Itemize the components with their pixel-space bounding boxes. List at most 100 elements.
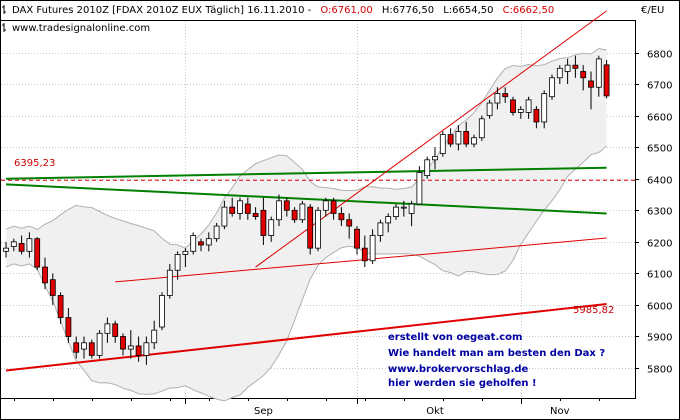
candle [120, 333, 126, 356]
candle-body [190, 235, 197, 252]
candle [143, 336, 150, 365]
candle-body [385, 216, 392, 224]
header-high: H:6776,50 [382, 5, 434, 16]
trend-lines [1, 10, 635, 372]
x-tick-label: Nov [550, 406, 570, 417]
candle-body [18, 243, 25, 252]
trend-line-green [5, 166, 607, 180]
candle [369, 229, 376, 264]
candle-body [166, 269, 173, 296]
candle [517, 106, 524, 119]
candle-body [96, 332, 103, 356]
candle-body [486, 102, 493, 117]
candle-body [159, 295, 165, 328]
note-line-4: hier werden sie geholfen ! [388, 378, 537, 389]
candle-body [439, 134, 446, 154]
candle [494, 87, 501, 110]
candle [377, 219, 384, 242]
candle [127, 330, 134, 359]
candle [463, 121, 470, 148]
candle [174, 251, 181, 280]
y-tick-label: 6500 [647, 144, 672, 155]
candle [205, 232, 212, 252]
candle [283, 197, 290, 217]
candle-body [260, 209, 267, 236]
candle-body [307, 206, 314, 249]
candle-body [432, 156, 438, 161]
candle [88, 339, 95, 359]
candle [533, 106, 540, 129]
candle [276, 194, 282, 227]
y-tick-label: 6800 [647, 50, 672, 61]
candle [478, 115, 485, 141]
candle-body [588, 80, 594, 88]
website-label: www.tradesignalonline.com [12, 23, 150, 34]
candle [549, 74, 555, 100]
candle [572, 55, 579, 78]
candle [291, 207, 298, 223]
candle-body [455, 131, 462, 145]
candle-body [205, 238, 212, 246]
currency-label: €/EU [641, 5, 664, 16]
candle-body [408, 203, 415, 214]
header-close: C:6662,50 [503, 5, 555, 16]
y-tick-label: 6200 [647, 239, 672, 250]
candle-body [198, 241, 204, 246]
candle-body [3, 247, 9, 252]
candle [447, 128, 454, 148]
candle-body [447, 134, 454, 145]
candle-body [525, 99, 532, 113]
candle [424, 156, 431, 179]
candle-body [229, 206, 236, 214]
candle-body [471, 137, 477, 145]
y-tick-label: 6000 [647, 302, 672, 313]
candle-body [510, 99, 516, 113]
candle [338, 207, 345, 227]
candle-body [416, 172, 423, 205]
candle-body [424, 159, 431, 176]
candle [330, 197, 337, 220]
candle-body [42, 266, 48, 284]
candle-body [120, 336, 126, 350]
candle-body [478, 118, 485, 139]
candle [34, 237, 41, 271]
candle [221, 200, 228, 230]
candle [159, 292, 165, 331]
candle-body [291, 209, 298, 221]
x-tick-label: Sep [254, 406, 273, 417]
candle-body [346, 219, 353, 227]
band-lower [5, 145, 607, 402]
candle-body [88, 342, 95, 356]
resistance-level-label: 6395,23 [14, 158, 55, 169]
candle-body [517, 108, 524, 113]
trend-line-red [115, 237, 607, 283]
candle [73, 336, 80, 359]
candle-body [572, 64, 579, 69]
candle [541, 90, 548, 129]
y-tick-label: 6700 [647, 81, 672, 92]
header-low: L:6654,50 [443, 5, 493, 16]
candle [432, 147, 438, 170]
candle-body [81, 342, 87, 350]
candle-body [564, 64, 571, 72]
candle-body [338, 213, 345, 221]
candlestick-series [3, 55, 610, 365]
candle-body [10, 241, 17, 247]
candle-body [143, 342, 150, 356]
trend-line-red [5, 302, 607, 372]
candle [244, 197, 251, 220]
candle [260, 197, 267, 245]
candle-body [127, 345, 134, 350]
candle [198, 238, 204, 252]
candle [393, 203, 399, 220]
candle [416, 166, 423, 205]
candle [10, 238, 17, 252]
candle [502, 87, 509, 104]
candle-body [135, 345, 142, 356]
candle [166, 263, 173, 299]
candle-body [104, 323, 111, 334]
candle [151, 320, 158, 350]
candle [486, 99, 493, 119]
trend-line-red [255, 10, 607, 268]
candle [322, 197, 329, 217]
